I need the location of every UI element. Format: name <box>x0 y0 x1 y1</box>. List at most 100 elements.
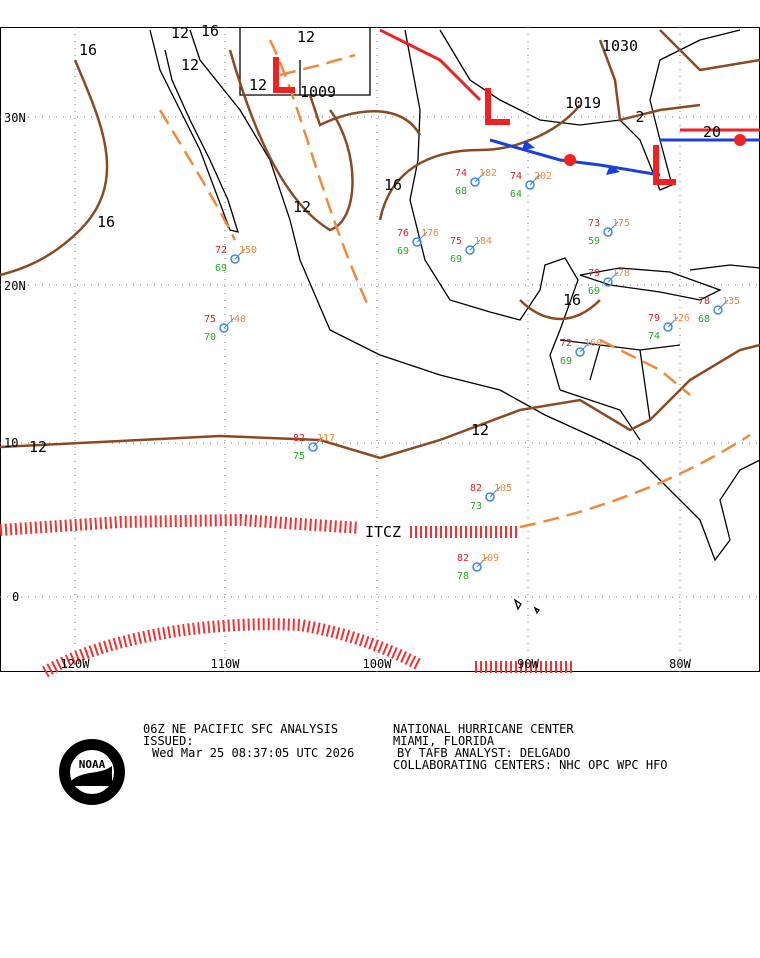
fronts <box>379 28 760 177</box>
pressure-center: 1019 <box>565 94 601 112</box>
station-dewpoint: 78 <box>457 571 469 582</box>
isobar-label: 12 <box>249 76 267 94</box>
noaa-logo: NOAA <box>59 739 125 805</box>
station-marker <box>465 245 475 255</box>
lon-label: 90W <box>517 657 539 671</box>
station-dewpoint: 69 <box>397 246 409 257</box>
itcz-label: ITCZ <box>365 523 401 541</box>
station-dewpoint: 69 <box>450 254 462 265</box>
station-temp: 75 <box>450 236 462 247</box>
station-temp: 76 <box>397 228 409 239</box>
station-dewpoint: 74 <box>648 331 660 342</box>
wind-barb <box>579 341 591 353</box>
wind-barb <box>489 486 501 498</box>
station-dewpoint: 69 <box>560 356 572 367</box>
station-pressure: 175 <box>612 218 630 229</box>
lon-label: 80W <box>669 657 691 671</box>
isobar-label: 12 <box>293 198 311 216</box>
footer-collab: COLLABORATING CENTERS: NHC OPC WPC HFO <box>393 758 668 772</box>
logo-text: NOAA <box>79 758 106 771</box>
station-pressure: 117 <box>317 433 335 444</box>
station-temp: 74 <box>510 171 522 182</box>
station-temp: 73 <box>588 218 600 229</box>
wind-barb <box>312 436 324 448</box>
isobar-label: 2 <box>635 108 644 126</box>
station-dewpoint: 68 <box>455 186 467 197</box>
station-temp: 72 <box>215 245 227 256</box>
station-marker <box>603 227 613 237</box>
isobar-label: 16 <box>563 291 581 309</box>
wind-barb <box>476 556 488 568</box>
station-temp: 78 <box>698 296 710 307</box>
station-pressure: 202 <box>534 171 552 182</box>
station-marker <box>713 305 723 315</box>
isobar-label: 16 <box>384 176 402 194</box>
graticule <box>0 27 760 672</box>
station-pressure: 105 <box>494 483 512 494</box>
station-temp: 82 <box>293 433 305 444</box>
coastlines <box>149 27 760 615</box>
footer-issued: ISSUED: <box>143 734 194 748</box>
isobar-label: 20 <box>703 123 721 141</box>
pressure-center: 1030 <box>602 37 638 55</box>
isobars <box>0 29 760 460</box>
isobar-label: 12 <box>297 28 315 46</box>
station-pressure: 176 <box>421 228 439 239</box>
isobar-label: 12 <box>181 56 199 74</box>
wind-barb <box>469 239 481 251</box>
station-marker <box>575 347 585 357</box>
lat-label: 20N <box>4 279 26 293</box>
station-temp: 82 <box>457 553 469 564</box>
station-dewpoint: 75 <box>293 451 305 462</box>
isobar-label: 16 <box>79 41 97 59</box>
footer-date: Wed Mar 25 08:37:05 UTC 2026 <box>152 746 354 760</box>
station-dewpoint: 69 <box>215 263 227 274</box>
station-pressure: 178 <box>612 268 630 279</box>
station-temp: 79 <box>648 313 660 324</box>
station-dewpoint: 73 <box>470 501 482 512</box>
footer-location: MIAMI, FLORIDA <box>393 734 495 748</box>
wind-barb <box>717 299 729 311</box>
station-pressure: 109 <box>481 553 499 564</box>
lat-label: 30N <box>4 111 26 125</box>
station-marker <box>472 562 482 572</box>
lon-label: 110W <box>211 657 241 671</box>
wind-barb <box>607 271 619 283</box>
station-marker <box>525 180 535 190</box>
troughs <box>158 39 751 529</box>
station-pressure: 182 <box>479 168 497 179</box>
wind-barb <box>223 317 235 329</box>
lat-label: 10 <box>4 436 18 450</box>
isobar-label: 16 <box>201 22 219 40</box>
low-symbols <box>273 57 676 185</box>
itcz-label-bg <box>358 522 408 540</box>
station-pressure: 135 <box>722 296 740 307</box>
wind-barb <box>474 171 486 183</box>
lon-label: 100W <box>363 657 393 671</box>
wind-barb <box>234 248 246 260</box>
station-marker <box>219 323 229 333</box>
station-pressure: 150 <box>239 245 257 256</box>
isobar-label: 12 <box>29 438 47 456</box>
station-temp: 79 <box>588 268 600 279</box>
station-dewpoint: 69 <box>588 286 600 297</box>
wind-barb <box>416 231 428 243</box>
station-marker <box>663 322 673 332</box>
station-pressure: 140 <box>228 314 246 325</box>
station-marker <box>308 442 318 452</box>
station-marker <box>230 254 240 264</box>
station-pressure: 160 <box>584 338 602 349</box>
lon-label: 120W <box>61 657 91 671</box>
wind-barb <box>667 316 679 328</box>
lat-label: 0 <box>12 590 19 604</box>
station-dewpoint: 68 <box>698 314 710 325</box>
pressure-center: 1009 <box>300 83 336 101</box>
wind-barb <box>607 221 619 233</box>
station-temp: 75 <box>204 314 216 325</box>
station-dewpoint: 64 <box>510 189 522 200</box>
station-marker <box>470 177 480 187</box>
station-dewpoint: 59 <box>588 236 600 247</box>
station-dewpoint: 70 <box>204 332 216 343</box>
wind-barb <box>529 174 541 186</box>
